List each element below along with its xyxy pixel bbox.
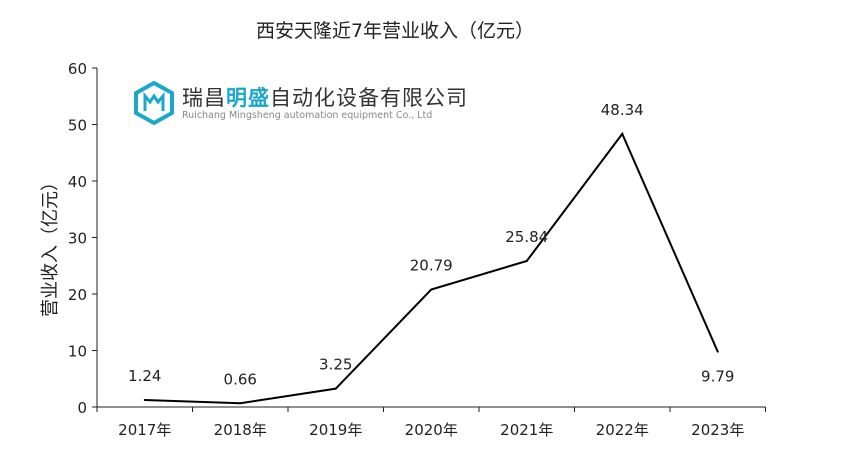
company-name-cn: 瑞昌明盛自动化设备有限公司: [182, 86, 468, 110]
y-tick-label: 0: [77, 399, 87, 417]
chart-title: 西安天隆近7年营业收入（亿元）: [256, 20, 534, 42]
data-point: [716, 350, 719, 353]
company-name-en: Ruichang Mingsheng automation equipment …: [182, 110, 433, 121]
data-point: [621, 132, 624, 135]
y-axis-label: 营业收入（亿元）: [40, 173, 61, 317]
data-point: [143, 398, 146, 401]
watermark: 瑞昌明盛自动化设备有限公司 Ruichang Mingsheng automat…: [130, 78, 470, 128]
data-label: 9.79: [701, 368, 734, 386]
x-tick-label: 2021年: [500, 421, 553, 439]
data-label: 20.79: [410, 257, 453, 275]
data-label: 0.66: [224, 370, 257, 388]
y-tick-label: 60: [68, 60, 87, 78]
y-tick-label: 30: [68, 230, 87, 248]
data-label: 48.34: [601, 101, 644, 119]
x-tick-label: 2017年: [118, 421, 171, 439]
y-tick-label: 50: [68, 117, 87, 135]
data-point: [334, 387, 337, 390]
y-tick-label: 10: [68, 343, 87, 361]
x-tick-label: 2022年: [596, 421, 649, 439]
data-label: 25.84: [505, 228, 548, 246]
x-tick-label: 2018年: [214, 421, 267, 439]
x-tick-label: 2019年: [309, 421, 362, 439]
x-tick-label: 2023年: [691, 421, 744, 439]
x-tick-label: 2020年: [405, 421, 458, 439]
y-tick-label: 40: [68, 173, 87, 191]
data-point: [239, 402, 242, 405]
data-point: [525, 260, 528, 263]
data-point: [430, 288, 433, 291]
data-label: 1.24: [128, 367, 161, 385]
data-label: 3.25: [319, 356, 352, 374]
y-tick-label: 20: [68, 286, 87, 304]
company-logo-icon: [134, 81, 174, 125]
